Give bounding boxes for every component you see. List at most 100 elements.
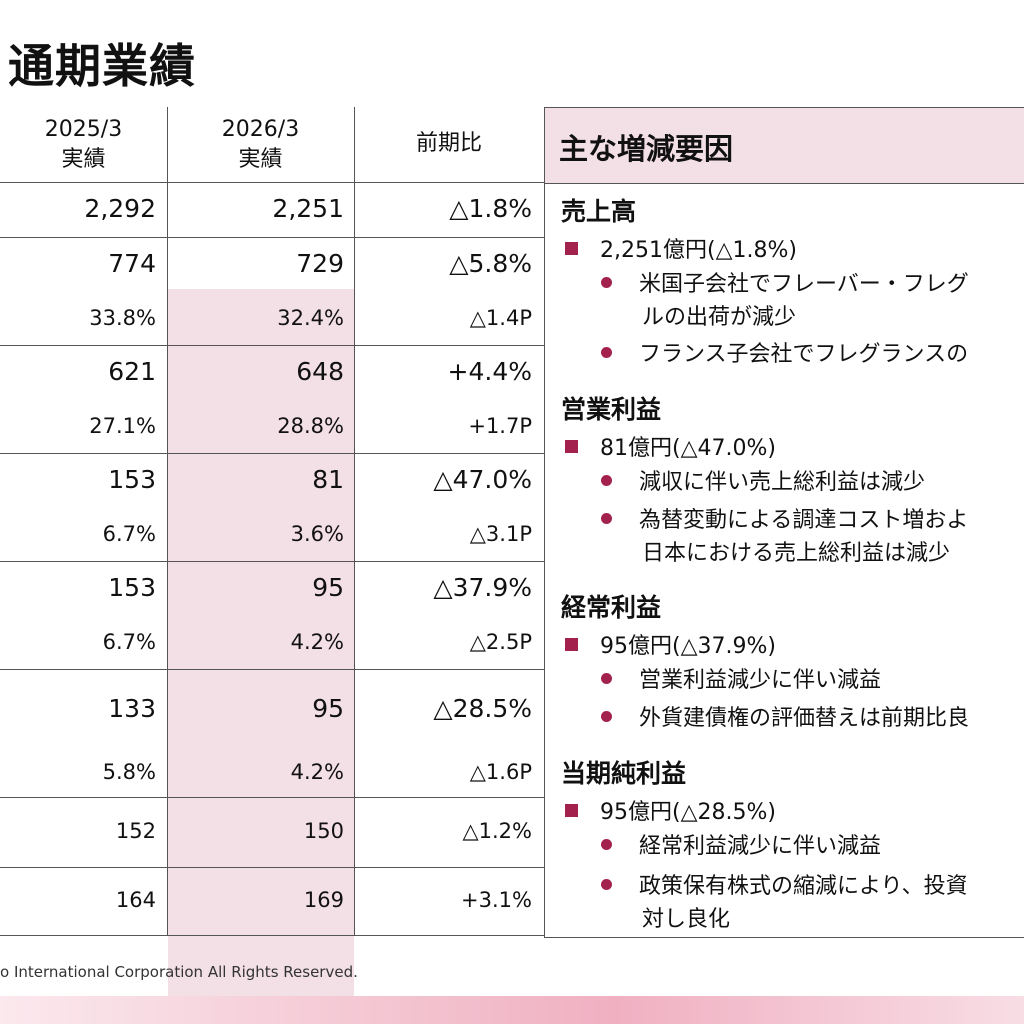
factors-heading: 主な増減要因 (559, 132, 734, 166)
point-text: 営業利益減少に伴い減益 (639, 668, 882, 693)
cell-curr: 3.6% (290, 522, 344, 546)
cell-curr: 4.2% (290, 630, 344, 654)
cell-curr: 95 (312, 694, 344, 723)
summary-text: 95億円(△37.9%) (600, 634, 776, 659)
dot-bullet-icon (601, 711, 612, 722)
cell-diff: △2.5P (469, 630, 532, 654)
cell-diff: +4.4% (447, 357, 532, 386)
point-item: 為替変動による調達コスト増およ 日本における売上総利益は減少 (601, 504, 968, 570)
summary-text: 95億円(△28.5%) (600, 800, 776, 825)
section-title-ordinary-profit: 経常利益 (561, 593, 662, 622)
cell-curr: 95 (312, 573, 344, 602)
dot-bullet-icon (601, 839, 612, 850)
square-bullet-icon (565, 440, 578, 453)
cell-curr: 729 (296, 249, 344, 278)
row-divider (0, 453, 544, 454)
cell-curr: 32.4% (277, 306, 344, 330)
cell-prev: 621 (108, 357, 156, 386)
section-title-sales: 売上高 (561, 197, 637, 226)
dot-bullet-icon (601, 513, 612, 524)
page-title: 通期業績 (8, 39, 196, 93)
summary-item: 2,251億円(△1.8%) (565, 232, 797, 264)
cell-prev: 6.7% (102, 522, 156, 546)
point-text: 米国子会社でフレーバー・フレグ (639, 272, 969, 297)
summary-text: 81億円(△47.0%) (600, 436, 776, 461)
point-item: 外貨建債権の評価替えは前期比良 (601, 702, 969, 735)
cell-diff: △3.1P (469, 522, 532, 546)
dot-bullet-icon (601, 879, 612, 890)
cell-prev: 133 (108, 694, 156, 723)
point-item: 政策保有株式の縮減により、投資 対し良化 (601, 870, 968, 936)
summary-text: 2,251億円(△1.8%) (600, 238, 797, 263)
row-divider (0, 669, 544, 670)
point-text: フランス子会社でフレグランスの (639, 342, 969, 367)
cell-prev: 164 (115, 888, 156, 912)
header-curr-year: 2026/3 (221, 117, 300, 142)
section-title-net-profit: 当期純利益 (561, 759, 687, 788)
cell-prev: 2,292 (84, 194, 156, 223)
results-table: 2025/3 実績 2026/3 実績 前期比 2,292 2,251 △1.8… (0, 107, 544, 1024)
dot-bullet-icon (601, 673, 612, 684)
cell-diff: +3.1% (461, 888, 532, 912)
cell-curr: 150 (303, 819, 344, 843)
cell-prev: 6.7% (102, 630, 156, 654)
summary-item: 95億円(△37.9%) (565, 628, 776, 660)
copyright-footer: o International Corporation All Rights R… (0, 963, 358, 981)
row-divider (0, 935, 544, 936)
header-prev: 2025/3 実績 (0, 115, 167, 175)
row-divider (0, 867, 544, 868)
point-text-cont: 日本における売上総利益は減少 (642, 541, 951, 566)
cell-curr: 81 (312, 465, 344, 494)
column-divider (167, 107, 168, 935)
column-divider (354, 107, 355, 935)
cell-diff: △1.8% (449, 194, 532, 223)
point-text: 政策保有株式の縮減により、投資 (639, 874, 968, 899)
header-diff: 前期比 (415, 131, 482, 156)
cell-prev: 5.8% (102, 760, 156, 784)
dot-bullet-icon (601, 277, 612, 288)
cell-curr: 2,251 (272, 194, 344, 223)
cell-prev: 153 (108, 465, 156, 494)
point-item: 経常利益減少に伴い減益 (601, 830, 881, 863)
cell-prev: 33.8% (89, 306, 156, 330)
factors-header: 主な増減要因 (545, 108, 1024, 184)
row-divider (0, 561, 544, 562)
header-curr: 2026/3 実績 (167, 115, 354, 175)
point-text: 為替変動による調達コスト増およ (639, 508, 969, 533)
factors-panel: 主な増減要因 売上高 2,251億円(△1.8%) 米国子会社でフレーバー・フレ… (544, 107, 1024, 938)
row-divider (0, 237, 544, 238)
cell-prev: 153 (108, 573, 156, 602)
cell-diff: △1.6P (469, 760, 532, 784)
cell-curr: 648 (296, 357, 344, 386)
cell-curr: 169 (303, 888, 344, 912)
square-bullet-icon (565, 638, 578, 651)
header-curr-label: 実績 (238, 147, 283, 172)
row-divider (0, 797, 544, 798)
header-prev-label: 実績 (61, 147, 106, 172)
summary-item: 81億円(△47.0%) (565, 430, 776, 462)
header-prev-year: 2025/3 (44, 117, 123, 142)
cell-diff: +1.7P (468, 414, 532, 438)
dot-bullet-icon (601, 347, 612, 358)
cell-diff: △47.0% (433, 465, 532, 494)
cell-prev: 774 (108, 249, 156, 278)
cell-curr: 4.2% (290, 760, 344, 784)
point-text-cont: ルの出荷が減少 (642, 305, 797, 330)
square-bullet-icon (565, 804, 578, 817)
point-item: 営業利益減少に伴い減益 (601, 664, 881, 697)
current-year-highlight (168, 289, 354, 1024)
summary-item: 95億円(△28.5%) (565, 794, 776, 826)
cell-prev: 152 (115, 819, 156, 843)
square-bullet-icon (565, 242, 578, 255)
row-divider (0, 345, 544, 346)
point-item: フランス子会社でフレグランスの (601, 338, 968, 371)
cell-curr: 28.8% (277, 414, 344, 438)
point-text-cont: 対し良化 (642, 907, 731, 932)
decorative-band (0, 996, 1024, 1024)
cell-diff: △37.9% (433, 573, 532, 602)
point-item: 米国子会社でフレーバー・フレグ ルの出荷が減少 (601, 268, 969, 334)
cell-diff: △28.5% (433, 694, 532, 723)
point-text: 外貨建債権の評価替えは前期比良 (639, 706, 970, 731)
cell-diff: △1.2% (462, 819, 532, 843)
cell-diff: △5.8% (449, 249, 532, 278)
